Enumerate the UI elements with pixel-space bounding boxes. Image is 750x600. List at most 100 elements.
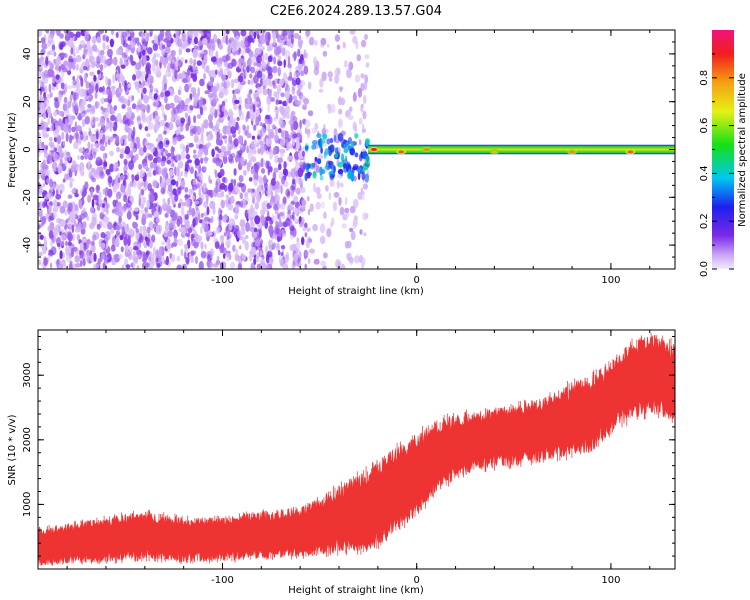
spectrogram-blob xyxy=(93,263,99,269)
spectrogram-blob xyxy=(314,156,318,162)
spectrogram-blob xyxy=(222,253,226,259)
spectrogram-blob xyxy=(317,139,321,146)
spectrogram-blob xyxy=(295,161,300,167)
spectrogram-blob xyxy=(343,60,348,68)
spectrogram-blob xyxy=(169,89,175,97)
spectrogram-blob xyxy=(164,83,167,91)
spectrogram-blob xyxy=(272,215,278,223)
spectrogram-blob xyxy=(102,203,105,208)
spectrogram-blob xyxy=(89,206,95,214)
spectrogram-blob xyxy=(238,175,244,183)
spectrogram-blob xyxy=(286,142,292,150)
spectrogram-blob xyxy=(141,169,145,178)
spectrogram-blob xyxy=(97,69,101,75)
spectrogram-blob xyxy=(87,103,92,109)
spectrogram-blob xyxy=(68,114,72,122)
spectrogram-blob xyxy=(202,183,207,189)
spectrogram-blob xyxy=(216,83,220,89)
spectrogram-blob xyxy=(41,215,47,225)
spectrogram-blob xyxy=(146,107,150,113)
spectrogram-blob xyxy=(339,97,346,106)
spectrogram-blob xyxy=(276,84,282,95)
spectrogram-blob xyxy=(248,159,252,168)
spectrogram-blob xyxy=(296,237,299,243)
spectrogram-blob xyxy=(358,139,362,146)
spectrogram-blob xyxy=(232,39,238,49)
spectrogram-blob xyxy=(246,64,250,73)
spectrogram-blob xyxy=(106,203,110,209)
spectrogram-blob xyxy=(282,263,289,269)
spectrogram-blob xyxy=(213,33,218,43)
spectrogram-blob xyxy=(126,211,132,220)
spectrogram-blob xyxy=(184,83,190,93)
spectrogram-blob xyxy=(152,43,159,51)
spectrogram-blob xyxy=(93,147,99,153)
spectrogram-blob xyxy=(220,237,225,245)
spectrogram-blob xyxy=(348,61,354,71)
spectrogram-blob xyxy=(244,129,248,136)
spectrogram-blob xyxy=(231,58,237,67)
spectrogram-blob xyxy=(190,250,197,256)
spectrogram-blob xyxy=(321,71,327,82)
spectral-peak xyxy=(491,150,498,154)
spectrogram-blob xyxy=(226,127,231,133)
spectrogram-blob xyxy=(276,137,280,144)
spectrogram-blob xyxy=(90,62,96,69)
spectrogram-blob xyxy=(319,175,324,181)
spectrogram-blob xyxy=(229,218,235,227)
spectrogram-blob xyxy=(312,170,317,177)
spectrogram-blob xyxy=(85,81,90,89)
spectrogram-blob xyxy=(306,171,311,179)
spectrogram-blob xyxy=(208,121,214,129)
y-tick-label: -20 xyxy=(22,189,33,205)
spectrogram-blob xyxy=(364,54,370,59)
spectrogram-blob xyxy=(217,148,222,153)
spectrogram-blob xyxy=(200,132,204,141)
spectrogram-blob xyxy=(349,30,355,35)
spectrogram-blob xyxy=(123,166,129,172)
spectrogram-blob xyxy=(156,89,159,95)
spectrogram-blob xyxy=(153,93,158,100)
spectrogram-blob xyxy=(142,162,149,170)
spectrogram-blob xyxy=(175,154,179,161)
spectrogram-blob xyxy=(80,69,83,74)
spectrogram-blob xyxy=(82,211,88,218)
spectrogram-blob xyxy=(185,232,191,237)
spectrogram-blob xyxy=(277,236,281,243)
spectrogram-blob xyxy=(67,85,73,90)
spectrogram-blob xyxy=(269,43,274,51)
spectrogram-blob xyxy=(288,119,294,126)
spectrogram-blob xyxy=(41,165,48,170)
spectrogram-blob xyxy=(49,91,53,98)
spectrogram-blob xyxy=(167,197,171,206)
spectrogram-blob xyxy=(136,264,140,269)
spectrogram-blob xyxy=(102,188,106,195)
spectrogram-blob xyxy=(344,207,350,213)
spectrogram-blob xyxy=(328,164,333,169)
spectrogram-ticks: -100 0 100 40 20 0 -20 -40 xyxy=(22,30,675,286)
spectrogram-blob xyxy=(191,207,196,217)
spectrogram-blob xyxy=(263,174,267,185)
spectrogram-blob xyxy=(82,49,87,60)
spectrogram-blob xyxy=(164,222,170,231)
spectrogram-blob xyxy=(256,192,261,203)
spectrogram-blob xyxy=(137,243,141,249)
spectrogram-blob xyxy=(247,111,250,119)
spectrogram-blob xyxy=(240,30,247,37)
spectrogram-blob xyxy=(176,255,181,262)
spectrogram-blob xyxy=(232,244,236,252)
spectrogram-blob xyxy=(105,230,111,241)
spectrogram-blob xyxy=(219,214,223,221)
spectrogram-blob xyxy=(92,234,97,241)
spectrogram-blob xyxy=(147,122,154,130)
spectrogram-blob xyxy=(61,90,66,95)
spectrogram-blob xyxy=(128,118,132,128)
signal-band-core xyxy=(368,148,675,151)
spectrogram-blob xyxy=(227,142,231,148)
spectrogram-blob xyxy=(280,130,284,138)
spectrogram-blob xyxy=(199,106,204,116)
spectrogram-blob xyxy=(313,258,320,265)
spectrogram-blob xyxy=(198,148,205,155)
spectrogram-blob xyxy=(193,58,197,66)
spectrogram-blob xyxy=(184,163,191,172)
